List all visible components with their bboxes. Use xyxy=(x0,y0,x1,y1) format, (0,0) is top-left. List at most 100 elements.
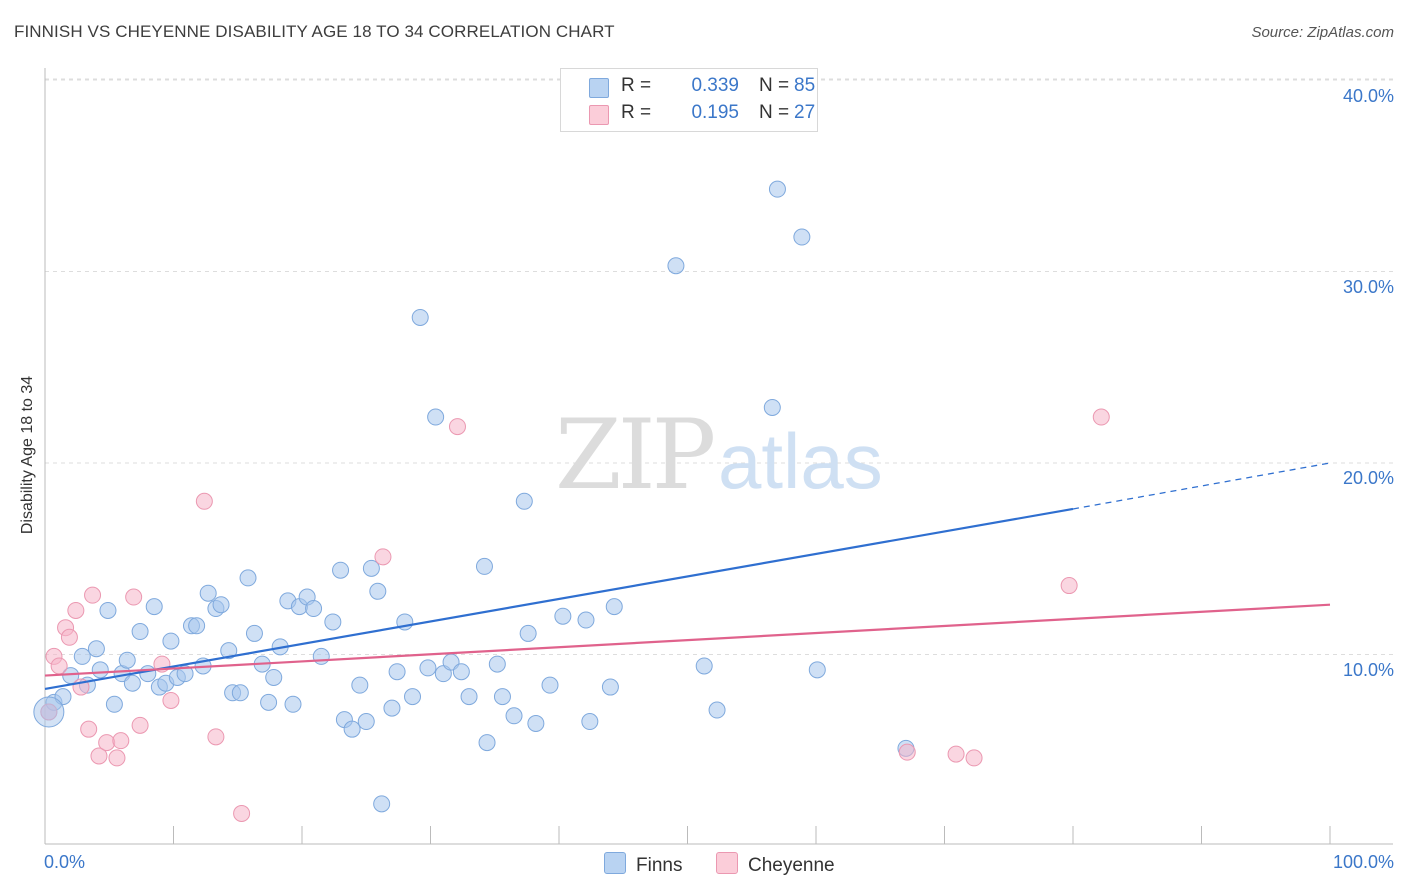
chart-title: FINNISH VS CHEYENNE DISABILITY AGE 18 TO… xyxy=(14,22,615,41)
cheyenne-point xyxy=(195,492,213,510)
finns-point xyxy=(212,596,230,614)
finns-trend-extension xyxy=(1072,462,1331,510)
finns-point xyxy=(763,398,781,416)
finns-point xyxy=(260,693,278,711)
finns-point xyxy=(369,582,387,600)
finns-point xyxy=(343,720,361,738)
finns-point xyxy=(91,661,109,679)
cheyenne-point xyxy=(131,716,149,734)
cheyenne-legend-swatch-icon xyxy=(716,852,738,874)
finns-point xyxy=(357,713,375,731)
y-tick-label: 20.0% xyxy=(1342,468,1394,488)
cheyenne-point xyxy=(50,657,68,675)
cheyenne-swatch-icon xyxy=(589,105,609,125)
cheyenne-point xyxy=(965,749,983,767)
y-tick-label: 30.0% xyxy=(1342,277,1394,297)
cheyenne-point xyxy=(98,734,116,752)
finns-point xyxy=(808,661,826,679)
finns-point xyxy=(231,684,249,702)
legend-item-finns: Finns xyxy=(604,852,682,877)
finns-point xyxy=(305,600,323,618)
finns-point xyxy=(505,707,523,725)
r-value: 0.339 xyxy=(691,75,739,96)
finns-point xyxy=(123,674,141,692)
cheyenne-point xyxy=(1060,577,1078,595)
cheyenne-point xyxy=(947,745,965,763)
finns-point xyxy=(581,713,599,731)
finns-cluster-point xyxy=(33,696,65,728)
finns-point xyxy=(488,655,506,673)
finns-point xyxy=(475,557,493,575)
cheyenne-point xyxy=(90,747,108,765)
finns-point xyxy=(519,624,537,642)
cheyenne-point xyxy=(233,804,251,822)
finns-point xyxy=(176,665,194,683)
correlation-legend: R = 0.339 N = 85 R = 0.195 N = 27 xyxy=(560,68,818,132)
n-label: N = xyxy=(759,75,790,96)
finns-point xyxy=(419,659,437,677)
finns-point xyxy=(362,559,380,577)
finns-point xyxy=(554,607,572,625)
finns-point xyxy=(427,408,445,426)
cheyenne-point xyxy=(898,743,916,761)
watermark-atlas: atlas xyxy=(718,417,883,505)
finns-point xyxy=(324,613,342,631)
cheyenne-point xyxy=(60,628,78,646)
data-points xyxy=(33,180,1110,822)
finns-point xyxy=(139,665,157,683)
finns-point xyxy=(199,584,217,602)
finns-point xyxy=(411,308,429,326)
watermark-zip: ZIP xyxy=(555,399,714,511)
finns-point xyxy=(404,688,422,706)
finns-point xyxy=(220,642,238,660)
finns-point xyxy=(239,569,257,587)
finns-point xyxy=(131,623,149,641)
x-tick-label-min: 0.0% xyxy=(44,852,86,872)
legend-item-cheyenne: Cheyenne xyxy=(716,852,835,877)
finns-point xyxy=(351,676,369,694)
gridlines xyxy=(45,78,1393,655)
finns-point xyxy=(577,611,595,629)
cheyenne-point xyxy=(112,732,130,750)
legend-label-finns: Finns xyxy=(636,855,683,876)
finns-point xyxy=(460,688,478,706)
finns-point xyxy=(188,617,206,635)
finns-point xyxy=(265,668,283,686)
finns-point xyxy=(452,663,470,681)
cheyenne-point xyxy=(67,601,85,619)
finns-point xyxy=(332,561,350,579)
cheyenne-point xyxy=(84,586,102,604)
finns-point xyxy=(601,678,619,696)
watermark: ZIP atlas xyxy=(555,399,883,511)
cheyenne-point xyxy=(1092,408,1110,426)
finns-point xyxy=(493,688,511,706)
finns-point xyxy=(73,647,91,665)
finns-point xyxy=(768,180,786,198)
finns-point xyxy=(373,795,391,813)
r-value: 0.195 xyxy=(691,102,739,123)
finns-point xyxy=(284,695,302,713)
chart-source: Source: ZipAtlas.com xyxy=(1251,24,1394,41)
cheyenne-point xyxy=(374,548,392,566)
finns-trend-line xyxy=(44,507,1074,691)
finns-point xyxy=(515,492,533,510)
finns-point xyxy=(667,257,685,275)
cheyenne-point xyxy=(207,728,225,746)
y-tick-label: 40.0% xyxy=(1342,86,1394,106)
n-label: N = xyxy=(759,102,790,123)
r-label: R = xyxy=(621,75,652,96)
trend-lines xyxy=(44,462,1331,691)
finns-point xyxy=(312,647,330,665)
finns-point xyxy=(118,651,136,669)
finns-point xyxy=(162,632,180,650)
finns-point xyxy=(793,228,811,246)
finns-point xyxy=(605,598,623,616)
finns-point xyxy=(383,699,401,717)
cheyenne-point xyxy=(448,418,466,436)
finns-point xyxy=(105,695,123,713)
finns-point xyxy=(527,714,545,732)
finns-point xyxy=(541,676,559,694)
cheyenne-point xyxy=(162,691,180,709)
n-value: 85 xyxy=(794,75,816,96)
